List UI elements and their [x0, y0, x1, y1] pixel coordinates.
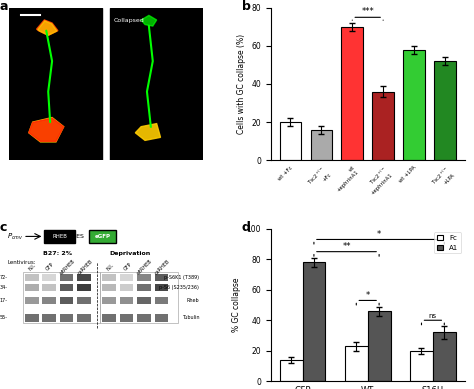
Bar: [434, 61, 456, 160]
Bar: [368, 311, 391, 381]
Legend: Fc, A1: Fc, A1: [434, 232, 461, 254]
Text: p-S6 (S235/236): p-S6 (S235/236): [159, 285, 199, 290]
Bar: [9, 8, 102, 160]
Bar: [45, 230, 75, 242]
Bar: [155, 314, 168, 322]
Bar: [42, 314, 56, 322]
Bar: [77, 297, 91, 304]
Text: wtRHEB: wtRHEB: [137, 258, 154, 276]
Bar: [42, 274, 56, 281]
Text: Rheb: Rheb: [187, 298, 199, 303]
Text: p-S6K1 (T389): p-S6K1 (T389): [164, 275, 199, 280]
Bar: [102, 314, 116, 322]
Bar: [102, 274, 116, 281]
Text: d: d: [242, 221, 251, 234]
Text: c: c: [0, 221, 7, 234]
Text: GFP: GFP: [122, 262, 133, 272]
Bar: [25, 284, 38, 291]
Y-axis label: Cells with GC collapse (%): Cells with GC collapse (%): [237, 34, 246, 134]
Text: N.I.: N.I.: [106, 262, 115, 272]
Bar: [137, 297, 151, 304]
Bar: [77, 314, 91, 322]
Bar: [155, 274, 168, 281]
Bar: [42, 297, 56, 304]
Text: 17-: 17-: [0, 298, 8, 303]
Bar: [25, 297, 38, 304]
Bar: [155, 297, 168, 304]
Text: IRES: IRES: [70, 234, 84, 239]
Polygon shape: [29, 118, 64, 141]
Bar: [77, 284, 91, 291]
Bar: [120, 284, 133, 291]
Text: 72-: 72-: [0, 275, 8, 280]
Bar: [280, 360, 302, 381]
Bar: [433, 333, 456, 381]
Polygon shape: [38, 21, 57, 35]
Bar: [373, 92, 394, 160]
Text: N.I.: N.I.: [28, 262, 37, 272]
Text: *: *: [377, 230, 381, 239]
Bar: [410, 351, 433, 381]
Bar: [310, 130, 332, 160]
Bar: [42, 284, 56, 291]
Bar: [100, 272, 178, 322]
Bar: [102, 284, 116, 291]
Text: 34-: 34-: [0, 285, 8, 290]
Text: b: b: [242, 0, 251, 13]
Bar: [137, 274, 151, 281]
Text: a: a: [0, 0, 9, 13]
Bar: [345, 346, 368, 381]
Text: ***: ***: [361, 7, 374, 16]
Polygon shape: [29, 117, 64, 142]
Text: RHEB: RHEB: [53, 234, 67, 239]
Text: *: *: [365, 291, 370, 300]
Bar: [23, 272, 100, 322]
Bar: [110, 8, 203, 160]
Bar: [155, 284, 168, 291]
Polygon shape: [141, 16, 156, 26]
Bar: [25, 274, 38, 281]
Bar: [77, 274, 91, 281]
Text: ns: ns: [429, 314, 437, 319]
Bar: [302, 262, 325, 381]
Text: Deprivation: Deprivation: [109, 251, 150, 256]
Bar: [25, 314, 38, 322]
Text: wtRHEB: wtRHEB: [59, 258, 76, 276]
Bar: [341, 27, 363, 160]
Polygon shape: [136, 124, 161, 140]
Text: GFP: GFP: [45, 262, 55, 272]
Bar: [120, 274, 133, 281]
Text: caRHEB: caRHEB: [76, 258, 93, 275]
Bar: [60, 297, 73, 304]
Bar: [60, 274, 73, 281]
Bar: [120, 297, 133, 304]
Text: **: **: [342, 242, 351, 251]
Polygon shape: [36, 20, 58, 35]
Bar: [120, 314, 133, 322]
Bar: [102, 297, 116, 304]
Text: 55-: 55-: [0, 315, 8, 321]
Text: B27: 2%: B27: 2%: [43, 251, 73, 256]
Bar: [60, 284, 73, 291]
Bar: [137, 314, 151, 322]
Bar: [89, 230, 116, 242]
Text: eGFP: eGFP: [94, 234, 110, 239]
Bar: [60, 314, 73, 322]
Text: Tubulin: Tubulin: [182, 315, 199, 321]
Text: Collapsed: Collapsed: [114, 18, 145, 23]
Y-axis label: % GC collapse: % GC collapse: [232, 278, 241, 332]
Text: $P_{cmv}$: $P_{cmv}$: [7, 231, 24, 242]
Bar: [280, 122, 301, 160]
Text: caRHEB: caRHEB: [154, 258, 171, 275]
Text: Lentivirus:: Lentivirus:: [8, 260, 36, 265]
Bar: [137, 284, 151, 291]
Bar: [403, 50, 425, 160]
